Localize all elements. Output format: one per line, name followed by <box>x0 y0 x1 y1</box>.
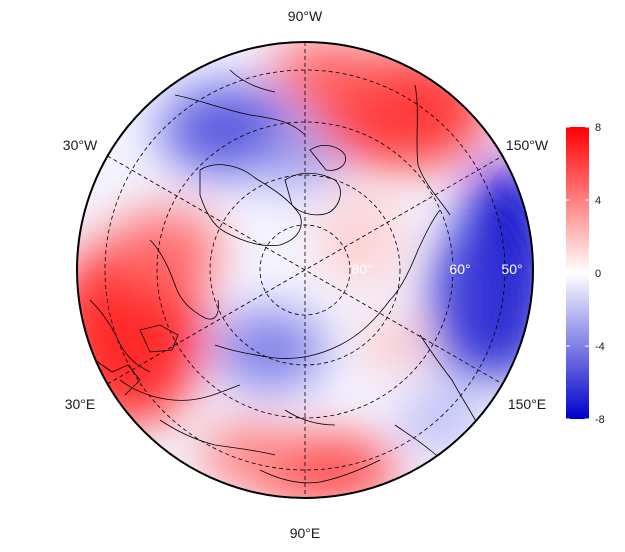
colorbar-tick-label: 4 <box>595 195 601 207</box>
meridian-30e-150w <box>107 155 503 385</box>
anomaly-field <box>77 42 533 498</box>
coastline-greenland <box>199 164 302 247</box>
latitude-circle-60 <box>156 121 454 419</box>
meridian-30w-150e <box>107 155 503 385</box>
colorbar-tick-label: -4 <box>595 341 605 353</box>
border-europe <box>94 359 141 396</box>
longitude-label-lower-right: 150°E <box>508 396 546 412</box>
border-mongolia <box>284 409 336 426</box>
longitude-label-bottom: 90°E <box>290 525 321 541</box>
warm-anomaly-china <box>200 425 300 485</box>
colorbar-gradient <box>566 127 589 419</box>
warm-anomaly-arctic <box>315 195 405 285</box>
longitude-label-upper-left: 30°W <box>63 137 98 153</box>
colorbar-tick-label: 0 <box>595 268 601 280</box>
cold-anomaly-east-siberia <box>430 220 510 380</box>
warm-anomaly-siberia <box>365 320 425 370</box>
coastline-hudson-bay <box>174 94 306 136</box>
coastline-east-siberian-sea <box>389 209 441 301</box>
coastline-scandinavia <box>149 239 219 320</box>
coastline-china <box>259 459 381 484</box>
warm-anomaly-north-america <box>270 42 390 100</box>
longitude-label-upper-right: 150°W <box>506 137 549 153</box>
longitude-label-lower-left: 30°E <box>65 396 96 412</box>
coastline-baffin-island <box>309 145 346 171</box>
graticule <box>104 42 506 498</box>
coastline-kamchatka <box>419 334 479 426</box>
colorbar-ticks: 8 4 0 -4 -8 <box>566 122 605 426</box>
coastline-mediterranean <box>119 379 241 401</box>
cold-anomaly-central-siberia <box>215 310 325 390</box>
latitude-label-80: 80° <box>351 261 372 277</box>
coastlines <box>89 69 479 484</box>
latitude-label-60: 60° <box>449 261 470 277</box>
border-central-asia <box>159 419 276 456</box>
cold-anomaly-greenland <box>260 130 340 190</box>
latitude-label-50: 50° <box>501 261 522 277</box>
border-baltic-region <box>139 324 179 353</box>
cold-anomaly-japan <box>400 395 480 445</box>
colorbar-tick-label: -8 <box>595 414 605 426</box>
colorbar: 8 4 0 -4 -8 <box>566 122 605 426</box>
map-frame <box>76 41 534 499</box>
coastline-alaska <box>414 84 451 216</box>
warm-anomaly-scandinavia <box>110 210 220 290</box>
colorbar-tick-label: 8 <box>595 122 601 134</box>
longitude-label-top: 90°W <box>288 8 323 24</box>
coastline-labrador <box>229 69 276 93</box>
coastline-siberia <box>214 299 391 359</box>
latitude-circle-50 <box>104 69 506 471</box>
